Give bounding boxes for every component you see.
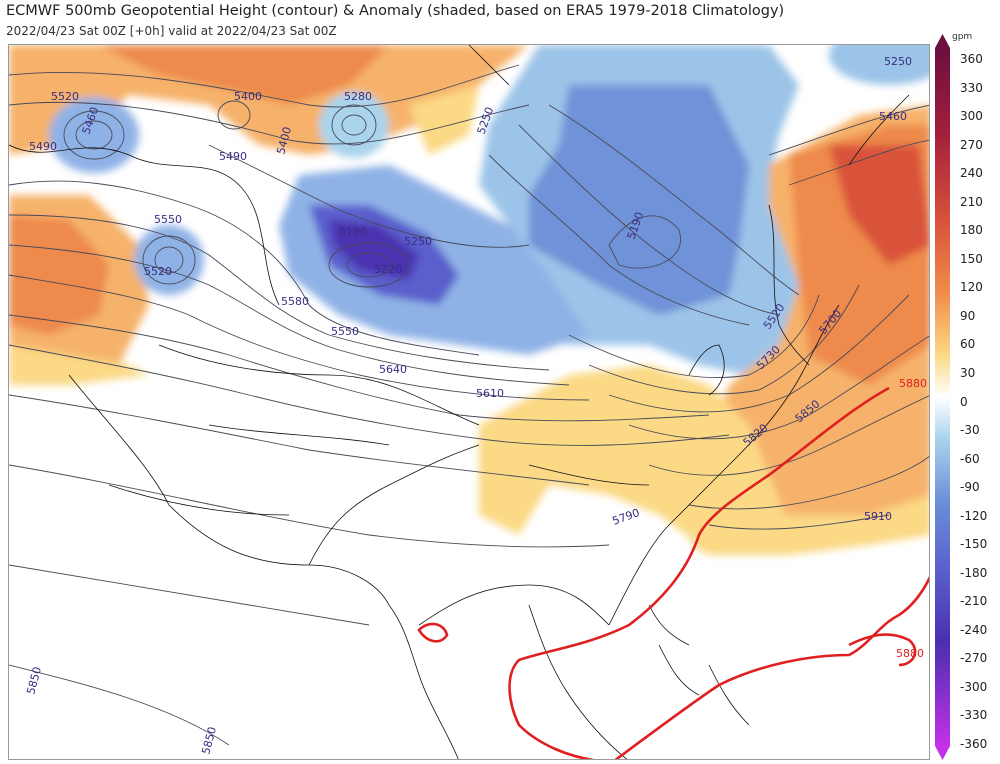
- colorbar-tick-label: -210: [960, 594, 988, 609]
- map-panel: 5520 5490 5460 5400 5280 5250 5250 5460 …: [8, 44, 930, 760]
- colorbar-tick-label: -90: [960, 480, 980, 495]
- contour-label: 5520: [51, 90, 79, 103]
- colorbar-tick-label: 150: [960, 251, 983, 266]
- colorbar-tick-label: 90: [960, 308, 976, 323]
- contour-label: 5490: [219, 150, 247, 163]
- contour-label: 5880: [896, 647, 924, 660]
- colorbar-tick-label: -270: [960, 651, 988, 666]
- contour-label: 5850: [199, 725, 219, 755]
- positive-anomaly-northeast-band: [409, 85, 479, 155]
- contour-label: 5250: [884, 55, 912, 68]
- colorbar-tick-label: 180: [960, 223, 983, 238]
- positive-anomaly-east-pacific-center: [829, 145, 929, 265]
- colorbar-top-arrow: [935, 34, 950, 48]
- negative-anomaly-east-siberia-core: [529, 85, 749, 315]
- colorbar-tick-label: -300: [960, 679, 988, 694]
- contour-label: 5400: [234, 90, 262, 103]
- colorbar-tick-label: -360: [960, 737, 988, 751]
- negative-anomaly-ne-corner: [829, 45, 929, 85]
- contour-label: 5520: [144, 265, 172, 278]
- colorbar-tick-label: -60: [960, 451, 980, 466]
- colorbar-unit: gpm: [952, 32, 973, 42]
- colorbar-tick-label: -30: [960, 423, 980, 438]
- contour-label: 5610: [476, 387, 504, 400]
- colorbar-tick-label: -330: [960, 708, 988, 723]
- negative-anomaly-mongolia-center: [329, 220, 419, 280]
- colorbar-tick-label: 0: [960, 394, 968, 409]
- negative-anomaly-small-low-center: [134, 225, 204, 295]
- colorbar-tick-label: 30: [960, 365, 976, 380]
- colorbar-tick-label: 300: [960, 109, 983, 124]
- anomaly-shading: [9, 45, 929, 555]
- positive-anomaly-east-band: [689, 495, 929, 555]
- colorbar-tick-label: 270: [960, 137, 983, 152]
- colorbar-tick-label: 120: [960, 280, 983, 295]
- coastlines-borders: [9, 45, 910, 759]
- contour-label: 5280: [344, 90, 372, 103]
- colorbar: [935, 34, 950, 760]
- chart-title: ECMWF 500mb Geopotential Height (contour…: [6, 3, 785, 19]
- contour-label: 5190: [339, 225, 367, 238]
- contour-label: 5640: [379, 363, 407, 376]
- contour-label: 5550: [331, 325, 359, 338]
- map-canvas: 5520 5490 5460 5400 5280 5250 5250 5460 …: [9, 45, 929, 759]
- contour-label: 5580: [281, 295, 309, 308]
- subtropical-high-isoline: [417, 386, 929, 759]
- colorbar-tick-label: -150: [960, 537, 988, 552]
- colorbar-tick-label: 210: [960, 194, 983, 209]
- colorbar-tick-label: 240: [960, 166, 983, 181]
- positive-anomaly-north-core: [99, 45, 389, 105]
- colorbar-gradient: [935, 48, 950, 746]
- colorbar-tick-label: -180: [960, 565, 988, 580]
- colorbar-tick-label: -240: [960, 622, 988, 637]
- colorbar-tick-label: -120: [960, 508, 988, 523]
- positive-anomaly-west-band: [9, 345, 149, 385]
- contour-label: 5220: [374, 263, 402, 276]
- chart-subtitle: 2022/04/23 Sat 00Z [+0h] valid at 2022/0…: [6, 24, 337, 38]
- contour-label: 5490: [29, 140, 57, 153]
- positive-anomaly-west-core: [9, 215, 109, 335]
- contour-label: 5790: [611, 506, 642, 528]
- contour-label: 5250: [404, 235, 432, 248]
- colorbar-bottom-arrow: [935, 746, 950, 760]
- colorbar-tick-label: 330: [960, 80, 983, 95]
- contour-label: 5460: [879, 110, 907, 123]
- colorbar-tick-label: 60: [960, 337, 976, 352]
- contour-label: 5880: [899, 377, 927, 390]
- contour-label: 5910: [864, 510, 892, 523]
- height-contours: [9, 64, 929, 746]
- contour-label: 5550: [154, 213, 182, 226]
- contour-labels: 5520 5490 5460 5400 5280 5250 5250 5460 …: [24, 55, 927, 756]
- colorbar-tick-label: 360: [960, 52, 983, 66]
- negative-anomaly-small-low-west: [49, 97, 139, 173]
